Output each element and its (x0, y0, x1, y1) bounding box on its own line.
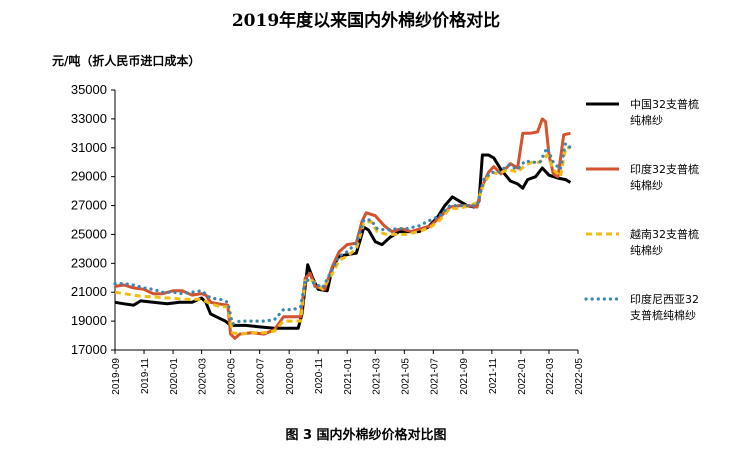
legend-label-1: 中国32支普梳纯棉纱 (630, 97, 699, 127)
x-tick-label: 2022-05 (574, 358, 585, 395)
x-tick-label: 2021-09 (459, 358, 470, 395)
y-tick-label: 23000 (71, 255, 107, 270)
x-tick-label: 2020-09 (285, 358, 296, 395)
x-tick-label: 2021-05 (400, 358, 411, 395)
y-tick-label: 33000 (71, 111, 107, 126)
series-lines (113, 117, 573, 340)
x-tick-label: 2021-01 (343, 358, 354, 395)
x-tick-label: 2021-07 (429, 358, 440, 395)
y-tick-label: 25000 (71, 226, 107, 241)
x-tick-label: 2021-03 (371, 358, 382, 395)
axes: 17000 19000 21000 23000 25000 27000 29000 31000… (71, 82, 585, 395)
y-tick-label: 31000 (71, 140, 107, 155)
y-tick-label: 29000 (71, 169, 107, 184)
x-tick-label: 2019-11 (140, 358, 151, 394)
x-tick-label: 2020-01 (169, 358, 180, 395)
y-tick-label: 35000 (71, 82, 107, 97)
chart-title: 2019年度以来国内外棉纱价格对比 (231, 11, 501, 31)
legend-label-2: 印度32支普梳纯棉纱 (630, 162, 699, 192)
y-tick-label: 19000 (71, 313, 107, 328)
series-line-1 (114, 153, 572, 330)
x-tick-label: 2020-03 (198, 358, 209, 395)
x-tick-label: 2020-05 (227, 358, 238, 395)
x-tick-label: 2019-09 (111, 358, 122, 395)
x-tick-label: 2022-01 (517, 358, 528, 395)
figure-caption: 图 3 国内外棉纱价格对比图 (285, 428, 447, 443)
x-tick-label: 2021-11 (488, 358, 499, 394)
series-line-3 (114, 146, 571, 336)
x-tick-label: 2020-11 (314, 358, 325, 394)
x-tick-label: 2022-03 (545, 358, 556, 395)
series-line-4 (113, 141, 573, 326)
y-tick-label: 27000 (71, 198, 107, 213)
legend-label-3: 越南32支普梳纯棉纱 (630, 227, 699, 257)
x-tick-label: 2020-07 (256, 358, 267, 395)
y-tick-label: 21000 (71, 284, 107, 299)
y-tick-label: 17000 (71, 342, 107, 357)
y-axis-unit-label: 元/吨（折人民币进口成本） (52, 54, 201, 68)
legend-label-4: 印度尼西亚32 支普梳纯棉纱 (630, 292, 699, 322)
series-line-2 (114, 117, 571, 340)
